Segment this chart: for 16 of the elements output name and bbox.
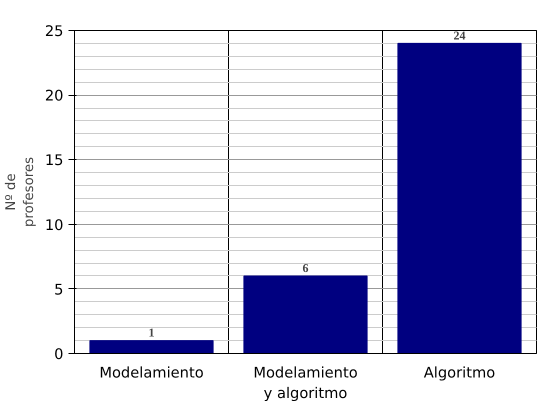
y-tick-label: 5 [54, 281, 64, 298]
bar [89, 340, 214, 354]
y-axis-title: Nº de profesores [4, 156, 37, 228]
y-tick-label: 20 [44, 88, 64, 105]
y-tick-label: 15 [44, 152, 64, 170]
bar [397, 42, 522, 354]
bar [243, 275, 368, 354]
y-tick-label: 0 [54, 346, 64, 363]
data-label: 6 [302, 260, 308, 275]
data-label: 1 [148, 326, 154, 340]
data-label: 24 [454, 28, 466, 42]
x-tick-label: Modelamiento [99, 364, 204, 382]
x-tick-label: Modelamiento y algoritmo [253, 364, 358, 402]
y-tick-label: 25 [44, 23, 64, 40]
x-tick-label: Algoritmo [424, 364, 496, 382]
y-tick-label: 10 [44, 216, 64, 234]
